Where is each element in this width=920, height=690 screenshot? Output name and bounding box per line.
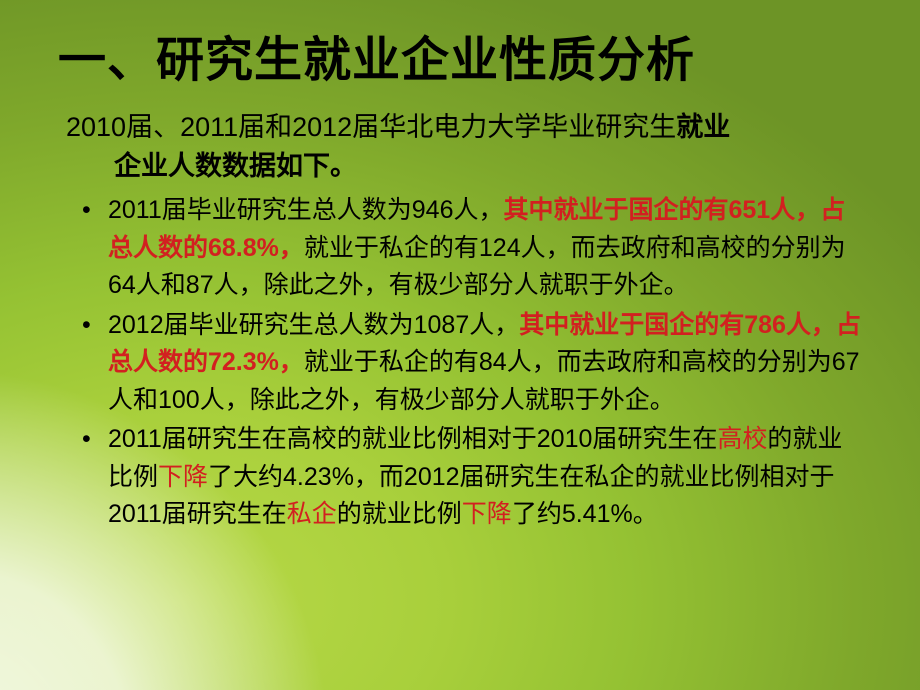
bullet3-seg5: 了约5.41%。 — [512, 500, 658, 528]
slide-root: 一、研究生就业企业性质分析 2010届、2011届和2012届华北电力大学毕业研… — [0, 0, 920, 690]
bullet-list: 2011届毕业研究生总人数为946人，其中就业于国企的有651人，占总人数的68… — [58, 192, 862, 534]
bullet2-pre: 2012届毕业研究生总人数为1087人， — [108, 311, 519, 339]
intro-text-line2: 企业人数数据如下。 — [66, 151, 357, 181]
bullet-item: 2011届研究生在高校的就业比例相对于2010届研究生在高校的就业比例下降了大约… — [108, 421, 862, 534]
intro-paragraph: 2010届、2011届和2012届华北电力大学毕业研究生就业 企业人数数据如下。 — [58, 108, 862, 186]
bullet3-r4: 下降 — [462, 500, 512, 528]
bullet3-r1: 高校 — [717, 425, 767, 453]
bullet-item: 2011届毕业研究生总人数为946人，其中就业于国企的有651人，占总人数的68… — [108, 192, 862, 305]
bullet3-seg1: 2011届研究生在高校的就业比例相对于2010届研究生在 — [108, 425, 717, 453]
intro-text-line1: 2010届、2011届和2012届华北电力大学毕业研究生 — [66, 112, 676, 142]
slide-title: 一、研究生就业企业性质分析 — [58, 20, 862, 90]
bullet3-seg4: 的就业比例 — [337, 500, 462, 528]
bullet-item: 2012届毕业研究生总人数为1087人，其中就业于国企的有786人，占总人数的7… — [108, 307, 862, 420]
bullet1-pre: 2011届毕业研究生总人数为946人， — [108, 196, 503, 224]
bullet3-r3: 私企 — [287, 500, 337, 528]
intro-bold-tail: 就业 — [676, 112, 730, 142]
bullet3-r2: 下降 — [158, 463, 208, 491]
